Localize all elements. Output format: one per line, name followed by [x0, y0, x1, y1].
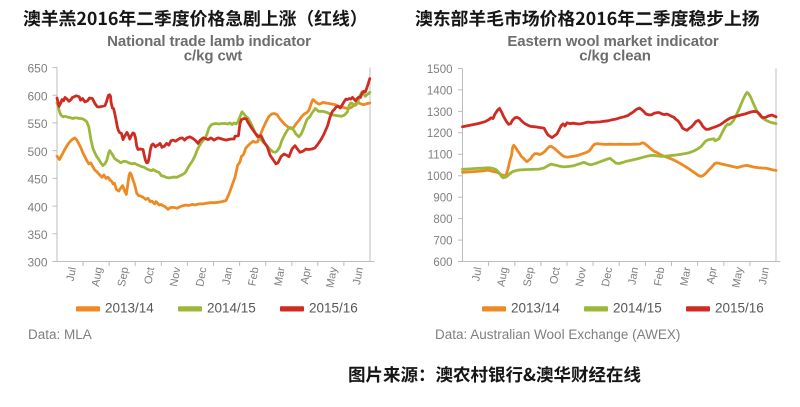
svg-text:2015/16: 2015/16 [715, 301, 764, 316]
svg-text:1000: 1000 [427, 171, 453, 183]
svg-text:600: 600 [433, 257, 452, 269]
svg-text:650: 650 [27, 62, 47, 76]
svg-text:450: 450 [27, 173, 47, 187]
svg-text:2013/14: 2013/14 [511, 301, 560, 316]
svg-text:Dec: Dec [194, 266, 209, 288]
svg-text:Dec: Dec [600, 266, 615, 288]
svg-text:Jan: Jan [626, 266, 641, 286]
svg-text:Feb: Feb [246, 266, 261, 287]
svg-text:2013/14: 2013/14 [105, 301, 154, 316]
svg-text:Aug: Aug [90, 266, 105, 287]
svg-text:Nov: Nov [168, 266, 183, 288]
svg-text:Jul: Jul [65, 266, 79, 282]
svg-text:Eastern wool market indicator: Eastern wool market indicator [507, 33, 719, 50]
svg-text:1200: 1200 [427, 128, 453, 140]
svg-text:2015/16: 2015/16 [309, 301, 358, 316]
svg-text:Sep: Sep [522, 266, 537, 287]
svg-text:Oct: Oct [142, 266, 157, 285]
svg-text:1500: 1500 [427, 64, 453, 76]
svg-text:550: 550 [27, 117, 47, 131]
svg-text:350: 350 [27, 228, 47, 242]
svg-text:600: 600 [27, 89, 47, 103]
svg-text:Oct: Oct [548, 266, 563, 285]
svg-text:800: 800 [433, 214, 452, 226]
svg-text:c/kg cwt: c/kg cwt [184, 48, 242, 65]
svg-text:Aug: Aug [495, 266, 510, 287]
svg-text:Feb: Feb [652, 266, 667, 287]
svg-text:Jun: Jun [351, 266, 366, 286]
svg-text:Sep: Sep [116, 266, 131, 287]
svg-text:c/kg clean: c/kg clean [579, 48, 651, 65]
svg-text:500: 500 [27, 145, 47, 159]
svg-text:1100: 1100 [428, 150, 453, 162]
svg-text:May: May [324, 266, 340, 289]
svg-text:Mar: Mar [273, 266, 288, 287]
svg-text:300: 300 [27, 256, 47, 270]
svg-text:700: 700 [433, 236, 452, 248]
svg-text:2014/15: 2014/15 [613, 301, 662, 316]
svg-text:1400: 1400 [427, 85, 453, 97]
svg-text:May: May [730, 266, 746, 289]
svg-text:Nov: Nov [574, 266, 589, 288]
svg-text:Jul: Jul [470, 266, 484, 282]
svg-text:Apr: Apr [705, 266, 720, 285]
svg-text:1300: 1300 [427, 107, 453, 119]
svg-text:Mar: Mar [678, 266, 693, 287]
svg-text:Jun: Jun [757, 266, 772, 286]
svg-text:400: 400 [27, 200, 47, 214]
svg-text:2014/15: 2014/15 [207, 301, 256, 316]
svg-text:Data: Australian Wool Exchange: Data: Australian Wool Exchange (AWEX) [435, 327, 680, 342]
svg-text:National trade lamb indicator: National trade lamb indicator [107, 33, 311, 50]
svg-text:Data: MLA: Data: MLA [28, 327, 92, 342]
svg-text:900: 900 [433, 193, 452, 205]
svg-text:Apr: Apr [299, 266, 314, 285]
svg-text:Jan: Jan [221, 266, 236, 286]
